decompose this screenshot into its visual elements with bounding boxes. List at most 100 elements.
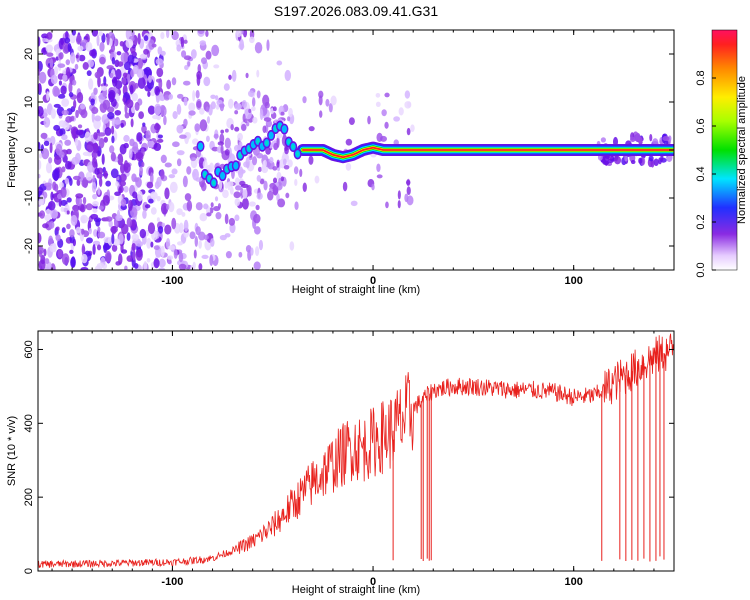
- noise-blob: [238, 251, 243, 258]
- noise-blob: [121, 77, 127, 85]
- noise-blob: [93, 229, 98, 237]
- noise-blob: [92, 240, 101, 246]
- noise-blob: [120, 198, 127, 207]
- noise-blob: [178, 263, 187, 270]
- noise-blob: [197, 30, 205, 35]
- noise-blob: [314, 175, 320, 184]
- noise-blob: [242, 188, 248, 199]
- noise-blob: [91, 30, 99, 37]
- noise-blob: [234, 198, 241, 207]
- noise-blob: [123, 61, 131, 71]
- snr-ytick-label: 400: [23, 414, 35, 432]
- noise-blob: [126, 217, 133, 228]
- noise-blob: [57, 93, 66, 99]
- noise-blob: [127, 54, 135, 64]
- noise-blob: [168, 93, 174, 100]
- noise-blob: [176, 208, 183, 216]
- noise-blob: [72, 79, 77, 86]
- noise-blob: [398, 107, 404, 116]
- noise-blob: [406, 186, 411, 195]
- noise-blob: [233, 144, 241, 152]
- noise-blob: [241, 100, 247, 108]
- noise-blob: [90, 213, 99, 220]
- noise-blob: [55, 226, 60, 231]
- noise-blob: [86, 70, 92, 77]
- noise-blob: [147, 105, 156, 115]
- noise-blob: [92, 157, 98, 168]
- noise-blob: [77, 45, 84, 52]
- noise-blob: [69, 249, 74, 255]
- noise-blob: [318, 95, 323, 106]
- snr-frame: [37, 330, 675, 572]
- noise-blob: [150, 207, 157, 215]
- noise-blob: [166, 203, 170, 211]
- noise-blob: [105, 180, 112, 187]
- noise-blob: [192, 261, 196, 270]
- noise-blob: [113, 220, 118, 228]
- noise-blob: [250, 247, 254, 256]
- noise-blob: [60, 199, 68, 206]
- noise-blob: [44, 266, 50, 270]
- noise-blob: [111, 125, 115, 135]
- noise-blob: [160, 105, 167, 117]
- noise-blob: [168, 245, 176, 251]
- colorbar-tick-label: 0.2: [695, 214, 707, 229]
- noise-blob: [81, 179, 89, 188]
- noise-blob: [154, 85, 161, 96]
- noise-blob: [123, 142, 129, 149]
- noise-blob: [143, 48, 150, 55]
- noise-blob: [227, 181, 231, 191]
- noise-blob: [68, 92, 74, 98]
- noise-blob: [103, 76, 107, 86]
- noise-blob: [200, 57, 207, 65]
- noise-blob: [111, 56, 116, 65]
- noise-blob: [272, 106, 277, 112]
- noise-blob: [97, 226, 101, 233]
- noise-blob: [106, 33, 110, 46]
- noise-blob: [217, 203, 221, 209]
- noise-blob: [164, 162, 172, 168]
- noise-blob: [147, 222, 156, 234]
- noise-blob: [397, 190, 401, 200]
- colorbar-tick-label: 0.6: [695, 118, 707, 133]
- noise-blob: [74, 152, 81, 164]
- noise-blob: [120, 122, 124, 128]
- snr-xlabel: Height of straight line (km): [292, 584, 420, 596]
- noise-blob: [108, 38, 113, 47]
- noise-blob: [120, 52, 129, 64]
- noise-blob: [150, 241, 154, 248]
- noise-blob: [75, 34, 82, 45]
- noise-blob: [58, 80, 63, 86]
- noise-blob: [85, 171, 93, 181]
- snr-xtick-label: -100: [161, 576, 183, 588]
- noise-blob: [80, 266, 89, 270]
- noise-blob: [180, 36, 185, 48]
- noise-blob: [223, 83, 230, 91]
- noise-blob: [38, 71, 47, 84]
- noise-blob: [164, 224, 172, 235]
- noise-blob: [131, 233, 140, 241]
- noise-blob: [345, 138, 353, 146]
- ridge-blob: [247, 146, 251, 151]
- noise-blob: [70, 256, 76, 268]
- noise-blob: [124, 112, 130, 119]
- noise-blob: [156, 217, 160, 222]
- noise-blob: [224, 213, 229, 225]
- noise-blob: [152, 114, 160, 120]
- noise-blob: [184, 65, 189, 71]
- noise-blob: [98, 137, 105, 149]
- noise-blob: [668, 135, 672, 142]
- noise-blob: [38, 141, 41, 151]
- noise-blob: [272, 185, 279, 196]
- noise-blob: [157, 134, 163, 139]
- spectrogram-ytick-label: 0: [23, 147, 35, 153]
- noise-blob: [153, 142, 162, 152]
- noise-blob: [182, 175, 188, 188]
- noise-blob: [40, 132, 48, 139]
- spectrogram-ylabel: Frequency (Hz): [6, 112, 18, 188]
- noise-blob: [57, 73, 64, 80]
- noise-blob: [88, 227, 92, 235]
- spectrogram-xtick-label: 100: [565, 275, 583, 287]
- noise-blob: [166, 79, 172, 90]
- noise-blob: [100, 85, 108, 91]
